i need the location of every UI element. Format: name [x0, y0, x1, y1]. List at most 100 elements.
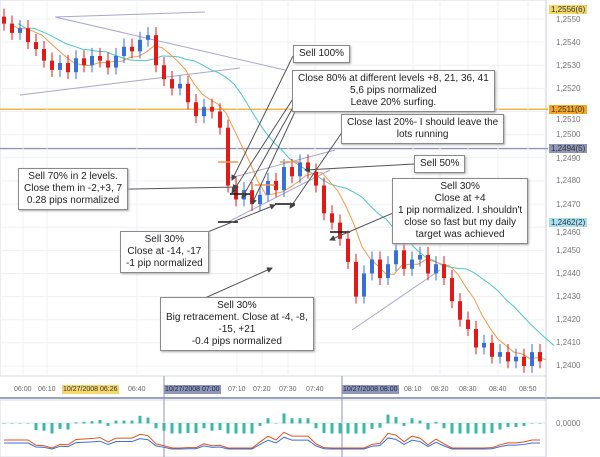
x-tick-label: 08:20 — [431, 386, 449, 393]
histogram-bar — [290, 418, 294, 424]
histogram-bar — [266, 418, 270, 424]
candle-body — [18, 28, 22, 33]
candle-body — [74, 58, 78, 73]
candle-body — [514, 356, 518, 362]
histogram-bar — [402, 423, 406, 426]
annotation-arrow — [329, 209, 401, 241]
candle-body — [450, 278, 454, 302]
annotation-close-last-20: Close last 20%- I should leave the lots … — [341, 114, 505, 144]
annotation-sell-100: Sell 100% — [293, 45, 351, 63]
x-tick-label: 08:50 — [519, 386, 537, 393]
candle-body — [10, 23, 14, 33]
candle-body — [66, 62, 70, 73]
candle-body — [530, 352, 534, 366]
annotation-arrow — [231, 87, 301, 194]
candle-body — [26, 28, 30, 43]
annotation-sell-30-close-14: Sell 30% Close at -14, -17 -1 pip normal… — [120, 231, 209, 273]
candle-body — [58, 62, 62, 70]
histogram-bar — [434, 421, 438, 424]
histogram-bar — [314, 423, 318, 429]
trend-line — [54, 11, 206, 18]
candle-body — [146, 35, 150, 40]
candle-body — [50, 60, 54, 70]
x-tick-label: 07:10 — [228, 386, 246, 393]
histogram-bar — [362, 423, 366, 434]
histogram-bar — [274, 423, 278, 424]
candle-body — [162, 65, 166, 80]
histogram-bar — [234, 423, 238, 434]
histogram-bar — [162, 423, 166, 431]
histogram-bar — [490, 423, 494, 434]
candle-body — [122, 46, 126, 57]
histogram-bar — [186, 423, 190, 434]
histogram-bar — [18, 423, 22, 424]
candle-body — [434, 264, 438, 274]
candle-body — [466, 319, 470, 329]
histogram-bar — [2, 423, 6, 424]
price-tag: 1,2462(2) — [549, 218, 588, 228]
histogram-bar — [466, 423, 470, 434]
candle-body — [250, 190, 254, 205]
x-tick-label: 08:30 — [459, 386, 477, 393]
candle-body — [314, 171, 318, 186]
candle-body — [498, 352, 502, 357]
x-tick-label: 06:00 — [14, 386, 32, 393]
x-tick-label: 08:10 — [404, 386, 422, 393]
candle-body — [106, 60, 110, 68]
highlighted-time-label: 10/27/2008 08:00 — [342, 385, 399, 394]
histogram-bar — [82, 421, 86, 424]
y-tick-label: 1,2530 — [556, 60, 581, 70]
ma-fast-line — [9, 23, 547, 361]
y-tick-label: 1,2410 — [556, 338, 581, 348]
price-tag: 1,2556(6) — [549, 5, 588, 15]
histogram-bar — [298, 418, 302, 424]
annotation-arrow — [289, 127, 346, 209]
histogram-bar — [330, 423, 334, 434]
histogram-bar — [354, 423, 358, 434]
indicator-line-blue — [4, 436, 540, 450]
trend-line — [19, 67, 241, 96]
candle-body — [458, 301, 462, 320]
histogram-bar — [130, 420, 134, 424]
annotation-arrow — [304, 163, 415, 173]
candle-body — [290, 167, 294, 177]
candle-body — [418, 254, 422, 260]
candle-body — [98, 56, 102, 61]
histogram-bar — [498, 423, 502, 430]
price-tag: 1,2494(5) — [549, 144, 588, 154]
candle-body — [346, 238, 350, 262]
candle-body — [490, 342, 494, 357]
candle-body — [194, 102, 198, 117]
candle-body — [114, 56, 118, 68]
annotation-sell-30-retracement: Sell 30% Big retracement. Close at -4, -… — [160, 297, 314, 351]
histogram-bar — [194, 423, 198, 434]
histogram-bar — [370, 423, 374, 429]
histogram-bar — [42, 423, 46, 431]
candle-body — [370, 259, 374, 274]
candle-body — [402, 250, 406, 269]
candle-body — [34, 42, 38, 50]
histogram-bar — [474, 423, 478, 434]
histogram-bar — [242, 423, 246, 434]
histogram-bar — [282, 413, 286, 424]
candle-body — [42, 49, 46, 61]
histogram-bar — [378, 423, 382, 428]
histogram-bar — [74, 422, 78, 424]
highlighted-time-label: 10/27/2008 07:00 — [164, 385, 221, 394]
candle-body — [538, 352, 542, 362]
candle-body — [90, 56, 94, 66]
candle-body — [138, 39, 142, 52]
y-tick-label: 1,2420 — [556, 315, 581, 325]
y-tick-label: 1,2470 — [556, 199, 581, 209]
y-tick-label: 1,2490 — [556, 154, 581, 164]
x-tick-label: 07:30 — [279, 386, 297, 393]
y-tick-label: 1,2500 — [556, 130, 581, 140]
annotation-arrow — [251, 100, 301, 205]
histogram-bar — [250, 423, 254, 434]
histogram-bar — [506, 423, 510, 428]
y-tick-label: 1,2440 — [556, 268, 581, 278]
candle-body — [354, 261, 358, 297]
histogram-bar — [218, 423, 222, 431]
candle-body — [506, 352, 510, 362]
histogram-bar — [426, 423, 430, 430]
